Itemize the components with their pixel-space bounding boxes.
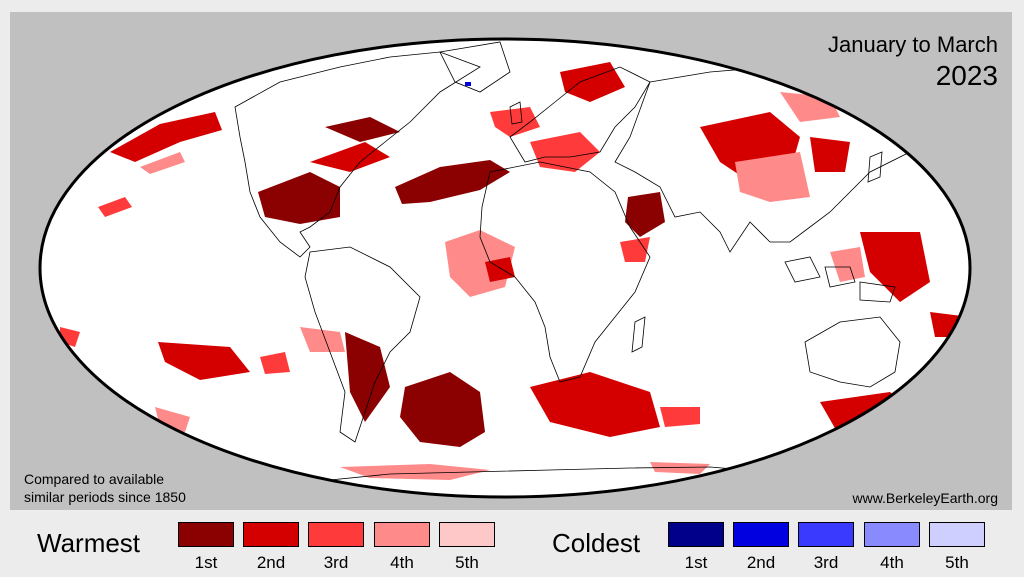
comparison-note: Compared to available similar periods si… xyxy=(24,470,186,506)
legend-warm-swatch-1 xyxy=(178,522,234,547)
anomaly-south-pacific xyxy=(158,342,250,380)
legend-cold-swatch-5 xyxy=(929,522,985,547)
anomaly-cold-greenland xyxy=(465,82,471,86)
legend-cold-swatch-3 xyxy=(798,522,854,547)
legend-warm-label-1: 1st xyxy=(194,553,218,572)
legend-warm-swatch-5 xyxy=(439,522,495,547)
anomaly-arabian-sea xyxy=(625,192,665,237)
anomaly-south-indian xyxy=(530,372,660,437)
anomaly-north-pacific xyxy=(110,112,222,162)
legend-cold-swatch-2 xyxy=(733,522,789,547)
website-credit: www.BerkeleyEarth.org xyxy=(852,490,998,506)
legend-cold-swatch-1 xyxy=(668,522,724,547)
map-panel: January to March 2023 Compared to availa… xyxy=(10,12,1012,510)
legend-cold-label-1: 1st xyxy=(684,553,708,572)
legend-cold-label-4: 4th xyxy=(880,553,904,572)
legend-warm-label-2: 2nd xyxy=(256,553,286,572)
legend-warm-label-4: 4th xyxy=(390,553,414,572)
world-map xyxy=(38,37,972,499)
south-america-outline xyxy=(304,246,421,443)
anomaly-south-atlantic xyxy=(400,372,485,447)
legend-coldest-title: Coldest xyxy=(552,528,641,558)
legend-warm-label-5: 5th xyxy=(455,553,479,572)
anomaly-west-pacific xyxy=(860,232,930,302)
globe-outline xyxy=(38,37,972,499)
legend-warm-swatch-3 xyxy=(308,522,364,547)
anomaly-gulf-mexico xyxy=(258,172,340,224)
legend-warm-swatch-2 xyxy=(243,522,299,547)
north-america-outline xyxy=(234,51,481,258)
comparison-note-line1: Compared to available xyxy=(24,471,165,487)
legend-cold-label-2: 2nd xyxy=(746,553,776,572)
australia-outline xyxy=(804,316,901,388)
map-title-year: 2023 xyxy=(935,60,998,91)
legend-cold-label-3: 3rd xyxy=(813,553,839,572)
africa-outline xyxy=(479,161,651,383)
comparison-note-line2: similar periods since 1850 xyxy=(24,489,186,505)
legend-warmest-title: Warmest xyxy=(37,528,141,558)
europe-outline xyxy=(509,66,651,163)
legend-cold-label-5: 5th xyxy=(945,553,969,572)
legend-cold-swatch-4 xyxy=(864,522,920,547)
legend-warm-label-3: 3rd xyxy=(323,553,349,572)
legend-warm-swatch-4 xyxy=(374,522,430,547)
greenland-outline xyxy=(439,41,511,93)
map-title-period: January to March xyxy=(828,32,998,57)
anomaly-north-atlantic xyxy=(395,160,510,204)
